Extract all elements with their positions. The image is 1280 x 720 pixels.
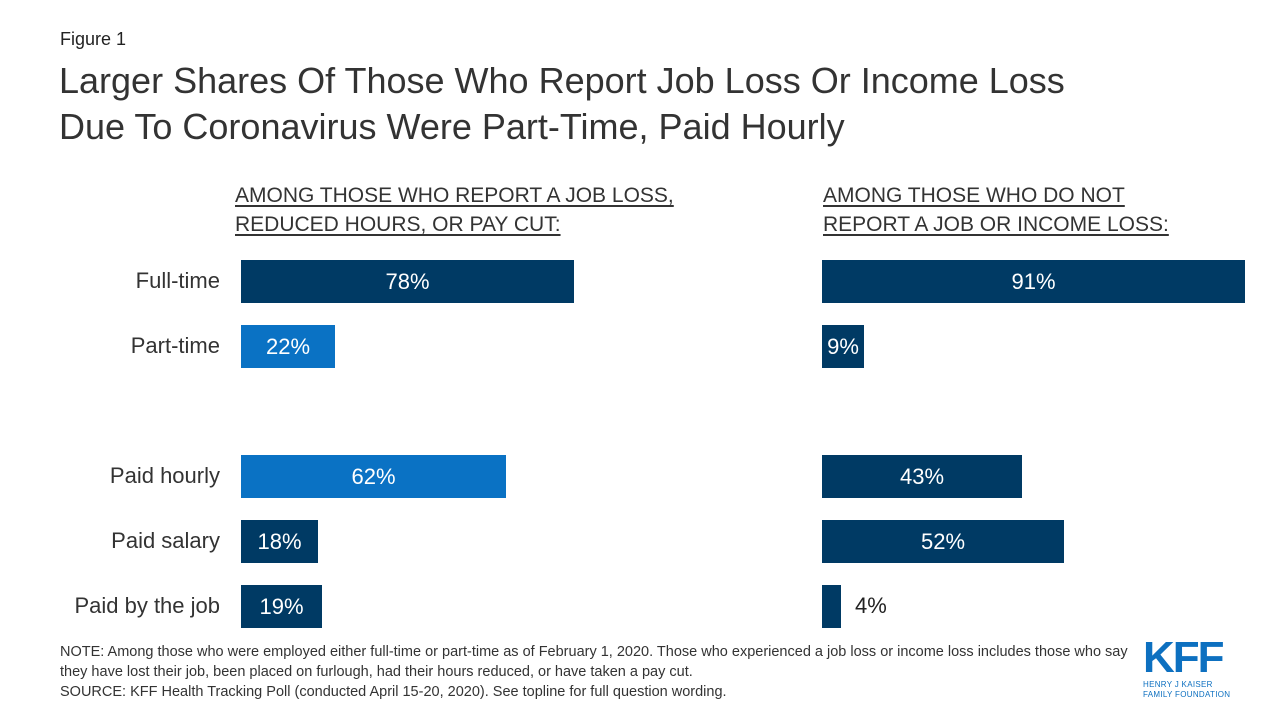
left-bar-paid-salary: 18% <box>241 520 318 563</box>
right-panel-title-line1: AMONG THOSE WHO DO NOT <box>823 184 1125 207</box>
left-value-label-full-time: 78% <box>385 268 430 294</box>
category-label-paid-hourly: Paid hourly <box>109 463 220 488</box>
right-bar-paid-by-the-job <box>822 585 841 628</box>
right-value-label-paid-by-the-job: 4% <box>855 593 887 618</box>
right-bar-full-time: 91% <box>822 260 1245 303</box>
source-text: SOURCE: KFF Health Tracking Poll (conduc… <box>60 684 727 700</box>
left-bar-paid-by-the-job: 19% <box>241 585 322 628</box>
left-bar-full-time: 78% <box>241 260 574 303</box>
left-panel-title-line2: REDUCED HOURS, OR PAY CUT: <box>235 213 561 236</box>
note-text: NOTE: Among those who were employed eith… <box>60 644 1128 680</box>
right-bar-paid-hourly: 43% <box>822 455 1022 498</box>
chart-title-line2: Due To Coronavirus Were Part-Time, Paid … <box>59 106 845 147</box>
left-value-label-paid-salary: 18% <box>257 528 302 554</box>
right-value-label-paid-salary: 52% <box>920 528 966 554</box>
category-label-part-time: Part-time <box>130 333 220 358</box>
left-value-label-paid-by-the-job: 19% <box>259 593 304 619</box>
logo-mark: KFF <box>1143 633 1225 682</box>
logo-subtitle-line1: HENRY J KAISER <box>1143 680 1213 689</box>
chart-title: Larger Shares Of Those Who Report Job Lo… <box>59 58 1239 150</box>
chart-title-line1: Larger Shares Of Those Who Report Job Lo… <box>59 60 1065 101</box>
left-panel-title: AMONG THOSE WHO REPORT A JOB LOSS, REDUC… <box>235 181 674 239</box>
right-panel-title-line2: REPORT A JOB OR INCOME LOSS: <box>823 213 1169 236</box>
left-value-label-part-time: 22% <box>265 333 311 359</box>
right-value-label-full-time: 91% <box>1011 268 1056 294</box>
right-bar-part-time: 9% <box>822 325 864 368</box>
right-bar-paid-salary: 52% <box>822 520 1064 563</box>
right-value-label-paid-hourly: 43% <box>899 463 945 489</box>
figure-label: Figure 1 <box>60 29 127 49</box>
category-label-paid-by-the-job: Paid by the job <box>74 593 220 618</box>
left-bar-part-time: 22% <box>241 325 335 368</box>
left-panel-title-line1: AMONG THOSE WHO REPORT A JOB LOSS, <box>235 184 674 207</box>
left-bar-paid-hourly: 62% <box>241 455 506 498</box>
kff-logo: KFF HENRY J KAISER FAMILY FOUNDATION <box>1143 636 1235 700</box>
right-value-label-part-time: 9% <box>827 333 859 359</box>
right-panel-title: AMONG THOSE WHO DO NOT REPORT A JOB OR I… <box>823 181 1169 239</box>
left-value-label-paid-hourly: 62% <box>351 463 396 489</box>
category-label-paid-salary: Paid salary <box>111 528 220 553</box>
category-label-full-time: Full-time <box>135 268 220 293</box>
logo-subtitle-line2: FAMILY FOUNDATION <box>1143 690 1231 699</box>
